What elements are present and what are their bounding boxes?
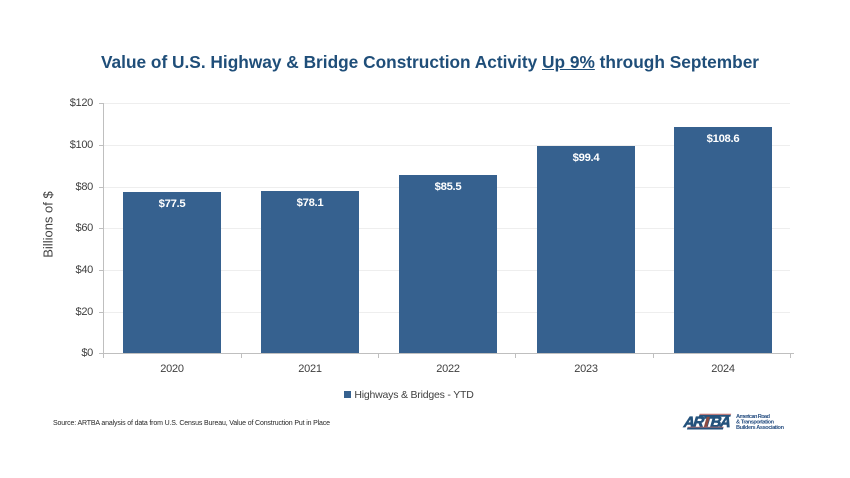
svg-text:American Road: American Road: [736, 414, 771, 420]
svg-text:& Transportation: & Transportation: [736, 420, 775, 426]
svg-text:Builders Association: Builders Association: [736, 425, 785, 431]
